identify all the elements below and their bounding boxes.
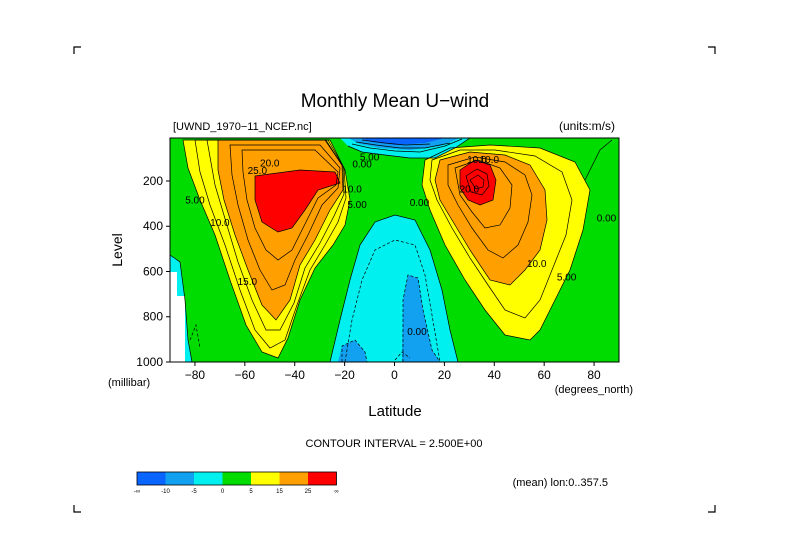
y-tick-label: 400 — [143, 219, 163, 233]
x-axis: −80 −60 −40 −20 0 20 40 60 80 — [185, 362, 601, 382]
x-tick-label: −80 — [185, 368, 206, 382]
contour-label: 10.0 — [527, 259, 547, 270]
negative-contours — [189, 239, 441, 362]
contour-label: 0.00 — [410, 198, 430, 209]
colorbar-frame — [136, 471, 337, 486]
y-axis-units: (millibar) — [108, 377, 150, 389]
contour-fill — [170, 138, 619, 362]
colorbar-swatch — [165, 472, 194, 485]
x-tick-label: 40 — [488, 368, 502, 382]
y-tick-label: 600 — [143, 264, 163, 278]
contour-label: 20.0 — [460, 184, 480, 195]
contour-label: 5.00 — [360, 153, 380, 164]
colorbar-swatch — [308, 472, 337, 485]
colorbar-label: 25 — [305, 489, 312, 495]
units-label: (units:m/s) — [559, 119, 615, 133]
contour-label: 10.0 — [480, 155, 500, 166]
contour-label: 20.0 — [260, 158, 280, 169]
contour-lines — [170, 138, 613, 362]
dataset-label: [UWND_1970−11_NCEP.nc] — [173, 121, 312, 133]
contour-label: 10.0 — [210, 218, 230, 229]
colorbar-label: 0 — [221, 489, 225, 495]
x-tick-label: −60 — [235, 368, 256, 382]
contour-label: 10.0 — [467, 155, 487, 166]
x-tick-label: −40 — [285, 368, 306, 382]
contour-label: 5.00 — [347, 200, 367, 211]
colorbar-label: 5 — [249, 489, 253, 495]
x-axis-label: Latitude — [368, 403, 421, 420]
colorbar-label: -5 — [191, 489, 197, 495]
y-tick-label: 800 — [143, 310, 163, 324]
contour-label: 0.00 — [407, 327, 427, 338]
contour-label: 25.0 — [248, 166, 268, 177]
y-axis-label: Level — [109, 233, 125, 266]
contour-label: 0.00 — [597, 214, 617, 225]
contour-label: 0.00 — [352, 159, 372, 170]
x-tick-label: 80 — [587, 368, 601, 382]
corner-marks — [73, 46, 716, 513]
chart-title: Monthly Mean U−wind — [301, 91, 490, 112]
footnote: (mean) lon:0..357.5 — [513, 477, 608, 489]
colorbar-label: ∞ — [334, 489, 338, 495]
colorbar-swatch — [194, 472, 223, 485]
x-axis-units: (degrees_north) — [555, 384, 633, 396]
y-tick-label: 200 — [143, 174, 163, 188]
contour-label: 15.0 — [238, 277, 258, 288]
contour-label: 10.0 — [342, 184, 362, 195]
contour-interval-label: CONTOUR INTERVAL = 2.500E+00 — [306, 438, 483, 450]
y-axis: 200 400 600 800 1000 — [136, 174, 170, 369]
colorbar-label: -10 — [161, 489, 170, 495]
x-tick-label: 0 — [391, 368, 398, 382]
x-tick-label: 20 — [438, 368, 452, 382]
colorbar-swatch — [251, 472, 280, 485]
colorbar: -∞ -10 -5 0 5 15 25 ∞ — [134, 471, 339, 495]
contour-label: 5.00 — [557, 273, 577, 284]
colorbar-swatch — [222, 472, 251, 485]
x-tick-label: −20 — [334, 368, 355, 382]
colorbar-label: -∞ — [134, 489, 140, 495]
colorbar-label: 15 — [276, 489, 283, 495]
x-tick-label: 60 — [537, 368, 551, 382]
colorbar-swatch — [279, 472, 308, 485]
colorbar-swatch — [137, 472, 166, 485]
contour-label: 5.00 — [185, 196, 205, 207]
y-tick-label: 1000 — [136, 355, 163, 369]
